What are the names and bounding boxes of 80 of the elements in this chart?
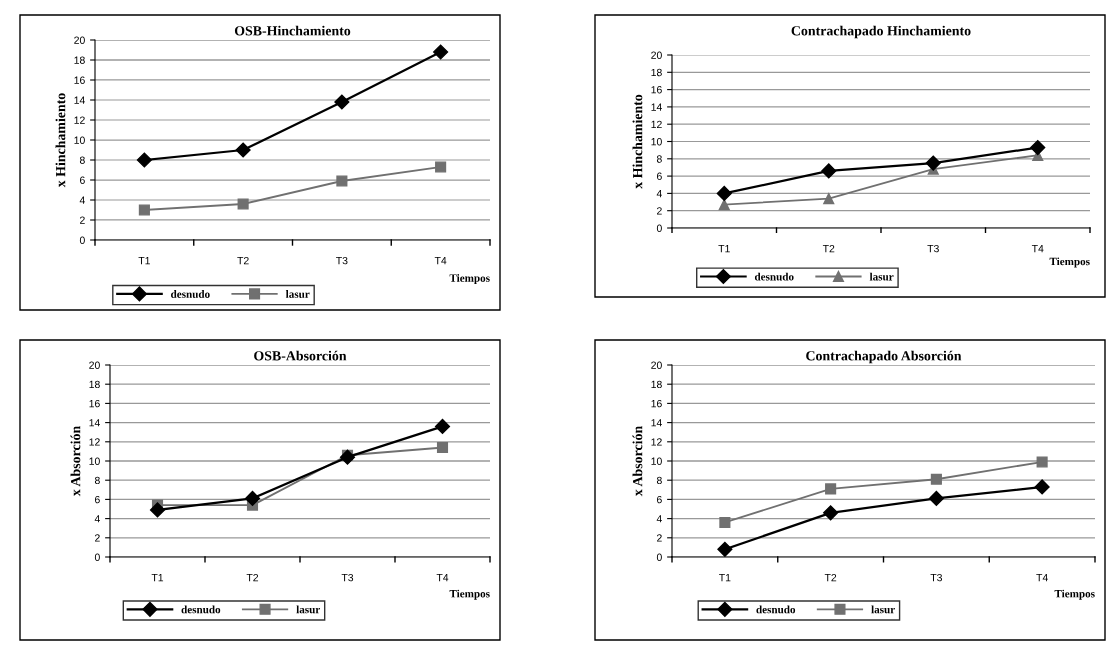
x-axis-title: Tiempos: [449, 274, 490, 285]
y-tick-label: 20: [89, 361, 100, 369]
x-tick-label: T2: [822, 244, 835, 253]
y-axis-title: x Hinchamiento: [55, 93, 66, 188]
y-tick-label: 6: [657, 172, 662, 180]
chart-title: OSB-Hinchamiento: [234, 25, 351, 36]
y-tick-label: 18: [74, 56, 85, 64]
y-tick-label: 14: [651, 419, 662, 427]
y-tick-label: 6: [657, 495, 662, 504]
x-tick-label: T2: [824, 573, 837, 582]
y-tick-label: 10: [651, 457, 662, 465]
y-tick-label: 20: [651, 361, 662, 369]
x-tick-label: T1: [151, 574, 164, 582]
x-tick-label: T2: [246, 573, 259, 582]
y-tick-label: 16: [651, 86, 662, 94]
x-tick-label: T1: [718, 245, 730, 253]
y-tick-label: 12: [651, 120, 662, 128]
y-tick-label: 4: [656, 190, 662, 198]
y-tick-label: 4: [79, 196, 85, 204]
x-tick-label: T4: [436, 574, 449, 582]
y-tick-label: 18: [89, 380, 100, 389]
y-tick-label: 2: [657, 207, 662, 215]
y-tick-label: 4: [94, 515, 100, 523]
y-tick-label: 18: [651, 380, 662, 389]
y-tick-label: 2: [95, 534, 100, 542]
x-tick-label: T4: [434, 257, 447, 265]
x-axis-title: Tiempos: [1054, 589, 1095, 600]
y-tick-label: 14: [74, 96, 85, 104]
y-tick-label: 8: [656, 155, 662, 163]
x-tick-label: T3: [341, 573, 354, 582]
legend-label: desnudo: [181, 605, 221, 614]
y-tick-label: 10: [89, 457, 100, 465]
y-tick-label: 6: [80, 176, 85, 184]
x-tick-label: T3: [336, 256, 348, 265]
chart-title: Contrachapado Absorción: [806, 350, 962, 364]
y-tick-label: 10: [651, 138, 662, 146]
x-tick-label: T2: [237, 256, 249, 265]
legend-label: desnudo: [756, 605, 796, 614]
y-tick-label: 4: [656, 515, 662, 523]
x-tick-label: T3: [927, 244, 939, 253]
x-axis-title: Tiempos: [449, 589, 490, 600]
y-tick-label: 2: [657, 534, 662, 542]
legend-label: lasur: [296, 605, 321, 614]
chart-title: Contrachapado Hinchamiento: [791, 25, 971, 39]
y-tick-label: 0: [94, 553, 100, 561]
y-tick-label: 18: [651, 68, 662, 77]
y-axis-title: x Hinchamiento: [632, 94, 643, 189]
y-tick-label: 0: [656, 224, 662, 232]
legend-label: lasur: [869, 272, 894, 281]
x-tick-label: T4: [1036, 574, 1048, 582]
y-tick-label: 14: [89, 419, 100, 427]
y-tick-label: 0: [656, 553, 662, 561]
y-axis-title: x Absorción: [70, 426, 81, 497]
y-tick-label: 20: [74, 36, 85, 44]
legend-label: desnudo: [171, 290, 210, 298]
y-tick-label: 10: [74, 136, 85, 144]
x-axis-title: Tiempos: [1049, 257, 1090, 268]
y-tick-label: 8: [94, 476, 100, 485]
y-tick-label: 12: [651, 438, 662, 446]
x-tick-label: T1: [719, 574, 731, 582]
x-tick-label: T1: [138, 257, 150, 265]
y-tick-label: 2: [80, 216, 85, 224]
legend-label: lasur: [285, 290, 310, 298]
y-tick-label: 6: [95, 495, 100, 504]
legend-label: desnudo: [754, 272, 794, 281]
y-tick-label: 16: [651, 399, 662, 408]
y-tick-label: 14: [651, 103, 662, 111]
y-tick-label: 0: [79, 236, 85, 244]
y-tick-label: 8: [656, 476, 662, 485]
y-tick-label: 12: [74, 116, 85, 124]
y-axis-title: x Absorción: [632, 426, 643, 497]
y-tick-label: 16: [74, 76, 85, 84]
y-tick-label: 12: [89, 438, 100, 446]
x-tick-label: T4: [1031, 245, 1044, 253]
y-tick-label: 20: [651, 51, 662, 59]
x-tick-label: T3: [930, 573, 942, 582]
y-tick-label: 8: [79, 156, 85, 164]
y-tick-label: 16: [89, 399, 100, 408]
chart-title: OSB-Absorción: [254, 350, 347, 361]
legend-label: lasur: [871, 605, 895, 614]
